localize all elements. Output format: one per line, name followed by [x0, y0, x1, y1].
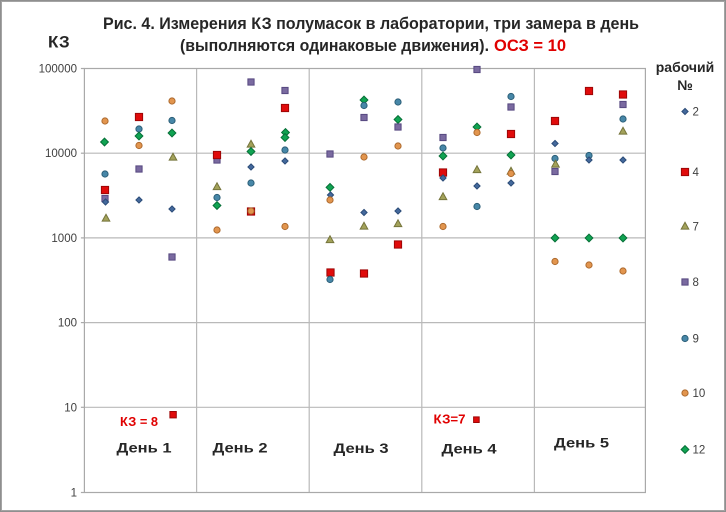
svg-text:КЗ = 8: КЗ = 8 [120, 414, 158, 429]
svg-text:День 4: День 4 [442, 441, 497, 457]
svg-text:КЗ: КЗ [48, 33, 70, 52]
svg-text:12: 12 [693, 445, 706, 457]
svg-text:10: 10 [693, 388, 706, 400]
svg-text:10000: 10000 [45, 148, 77, 160]
svg-text:День 3: День 3 [334, 440, 389, 456]
svg-text:7: 7 [693, 222, 699, 234]
svg-text:День 2: День 2 [213, 440, 268, 456]
svg-text:КЗ=7: КЗ=7 [434, 412, 466, 427]
svg-text:8: 8 [693, 277, 699, 289]
svg-text:10: 10 [64, 402, 77, 414]
svg-text:100: 100 [58, 318, 77, 330]
svg-text:(выполняются одинаковые движен: (выполняются одинаковые движения). [180, 37, 489, 55]
svg-text:1: 1 [71, 488, 77, 500]
svg-text:2: 2 [693, 107, 699, 119]
svg-text:ОСЗ = 10: ОСЗ = 10 [494, 37, 566, 55]
svg-text:Рис. 4. Измерения КЗ полумасок: Рис. 4. Измерения КЗ полумасок в лаборат… [103, 15, 639, 33]
svg-text:1000: 1000 [51, 233, 77, 245]
svg-text:4: 4 [693, 167, 700, 179]
svg-text:№: № [677, 77, 693, 93]
svg-text:100000: 100000 [39, 64, 77, 76]
svg-text:День 1: День 1 [117, 440, 172, 456]
svg-text:День 5: День 5 [554, 435, 609, 451]
svg-text:рабочий: рабочий [656, 59, 715, 75]
svg-text:9: 9 [693, 334, 699, 346]
